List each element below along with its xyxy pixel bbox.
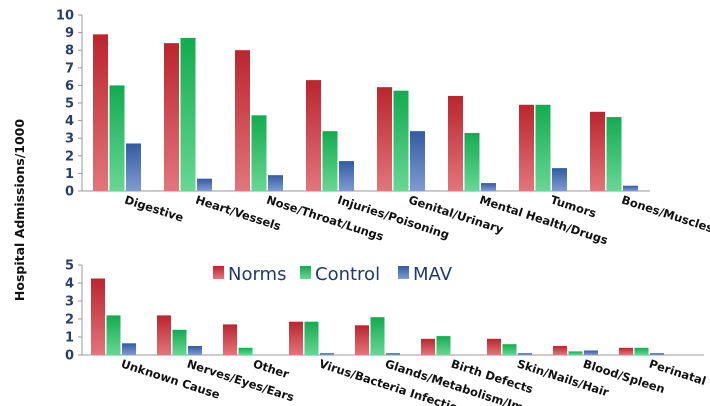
bar-control-blood-spleen xyxy=(568,351,583,355)
bar-mav-heart-vessels xyxy=(197,178,212,191)
bar-mav-nose-throat-lungs xyxy=(268,175,283,191)
y-tick-label: 7 xyxy=(65,61,74,76)
y-axis-label: Hospital Admissions/1000 xyxy=(12,119,27,301)
legend-label-control: Control xyxy=(315,264,380,285)
bar-norms-nerves-eyes-ears xyxy=(157,315,171,355)
bar-norms-mental-health-drugs xyxy=(448,95,463,191)
bar-norms-tumors xyxy=(519,104,534,191)
y-tick-label: 5 xyxy=(65,97,74,112)
bar-norms-unknown-cause xyxy=(91,278,105,355)
bar-control-mental-health-drugs xyxy=(464,132,480,191)
bar-norms-perinatal xyxy=(619,347,633,355)
bar-control-tumors xyxy=(535,104,551,191)
bar-norms-injuries-poisoning xyxy=(306,80,321,191)
bar-norms-birth-defects xyxy=(421,338,435,355)
bar-control-nose-throat-lungs xyxy=(251,115,267,191)
bar-mav-mental-health-drugs xyxy=(481,183,496,191)
bar-mav-glands-metabolism-immune xyxy=(386,353,400,355)
bar-control-unknown-cause xyxy=(106,315,121,355)
bar-norms-nose-throat-lungs xyxy=(235,50,250,192)
bar-norms-digestive xyxy=(93,34,108,191)
legend-label-mav: MAV xyxy=(413,264,453,285)
legend-swatch-control xyxy=(300,266,311,279)
bar-norms-glands-metabolism-immune xyxy=(355,325,369,355)
bar-mav-skin-nails-hair xyxy=(518,353,532,355)
bar-control-birth-defects xyxy=(436,336,451,355)
y-tick-label: 5 xyxy=(65,259,74,274)
y-tick-label: 2 xyxy=(65,149,74,164)
y-tick-label: 0 xyxy=(65,349,74,364)
bar-mav-unknown-cause xyxy=(122,343,136,355)
bar-mav-nerves-eyes-ears xyxy=(188,346,202,355)
legend-swatch-norms xyxy=(213,266,224,279)
y-tick-label: 1 xyxy=(65,331,74,346)
bar-norms-virus-bacteria-infections xyxy=(289,321,303,355)
y-tick-label: 4 xyxy=(65,277,74,292)
bar-norms-genital-urinary xyxy=(377,87,392,191)
bar-mav-bones-muscles xyxy=(623,185,638,191)
bar-control-digestive xyxy=(109,85,125,191)
bar-control-bones-muscles xyxy=(606,117,622,191)
bar-mav-digestive xyxy=(126,143,141,191)
y-tick-label: 8 xyxy=(65,44,74,59)
category-label-digestive: Digestive xyxy=(123,193,186,225)
bar-control-glands-metabolism-immune xyxy=(370,317,385,355)
legend-label-norms: Norms xyxy=(228,264,286,285)
y-tick-label: 0 xyxy=(65,185,74,200)
bar-mav-injuries-poisoning xyxy=(339,161,354,191)
legend: Norms Control MAV xyxy=(213,264,453,285)
bar-control-nerves-eyes-ears xyxy=(172,329,187,355)
category-label-nose-throat-lungs: Nose/Throat/Lungs xyxy=(265,193,386,244)
y-tick-label: 10 xyxy=(56,9,74,24)
y-tick-label: 2 xyxy=(65,313,74,328)
bar-norms-blood-spleen xyxy=(553,346,567,355)
category-label-bones-muscles: Bones/Muscles xyxy=(620,193,710,236)
bar-control-heart-vessels xyxy=(180,37,196,191)
bar-norms-skin-nails-hair xyxy=(487,338,501,355)
bar-norms-heart-vessels xyxy=(164,43,179,191)
y-tick-label: 3 xyxy=(65,295,74,310)
bar-control-other xyxy=(238,347,253,355)
legend-swatch-mav xyxy=(398,266,409,279)
bar-control-skin-nails-hair xyxy=(502,344,517,355)
bar-norms-other xyxy=(223,324,237,355)
bar-mav-virus-bacteria-infections xyxy=(320,353,334,355)
bar-mav-blood-spleen xyxy=(584,350,598,355)
bar-control-perinatal xyxy=(634,347,649,355)
y-tick-label: 4 xyxy=(65,114,74,129)
bar-control-virus-bacteria-infections xyxy=(304,321,319,355)
bar-norms-bones-muscles xyxy=(590,111,605,191)
bar-control-injuries-poisoning xyxy=(322,131,338,191)
y-tick-label: 9 xyxy=(65,26,74,41)
bar-control-genital-urinary xyxy=(393,90,409,191)
y-tick-label: 1 xyxy=(65,167,74,182)
y-tick-label: 6 xyxy=(65,79,74,94)
bar-mav-perinatal xyxy=(650,353,664,355)
y-tick-label: 3 xyxy=(65,132,74,147)
bar-mav-genital-urinary xyxy=(410,131,425,191)
bar-mav-tumors xyxy=(552,168,567,191)
